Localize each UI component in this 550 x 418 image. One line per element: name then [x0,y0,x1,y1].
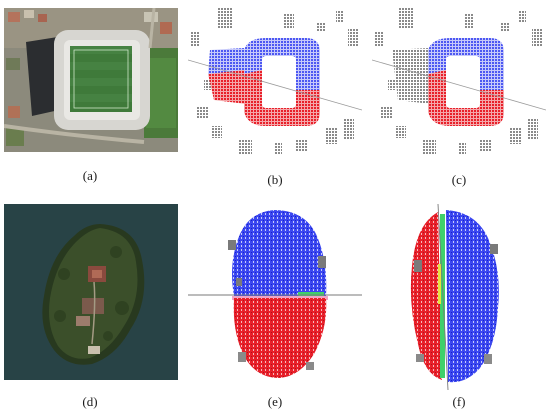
caption-d: (d) [82,394,98,409]
panel-f-pointcloud [372,204,546,390]
caption-c: (c) [451,172,467,187]
split-line [188,59,362,111]
caption-b: (b) [267,172,283,187]
panel-d-image [4,204,178,380]
panel-e-pointcloud [188,204,362,390]
panel-c-pointcloud [372,8,546,160]
split-line [437,204,449,390]
caption-e: (e) [267,394,283,409]
split-line [372,59,546,111]
caption-a: (a) [82,168,98,183]
panel-b-pointcloud [188,8,362,160]
caption-f: (f) [452,394,466,409]
panel-a-image [4,8,178,152]
